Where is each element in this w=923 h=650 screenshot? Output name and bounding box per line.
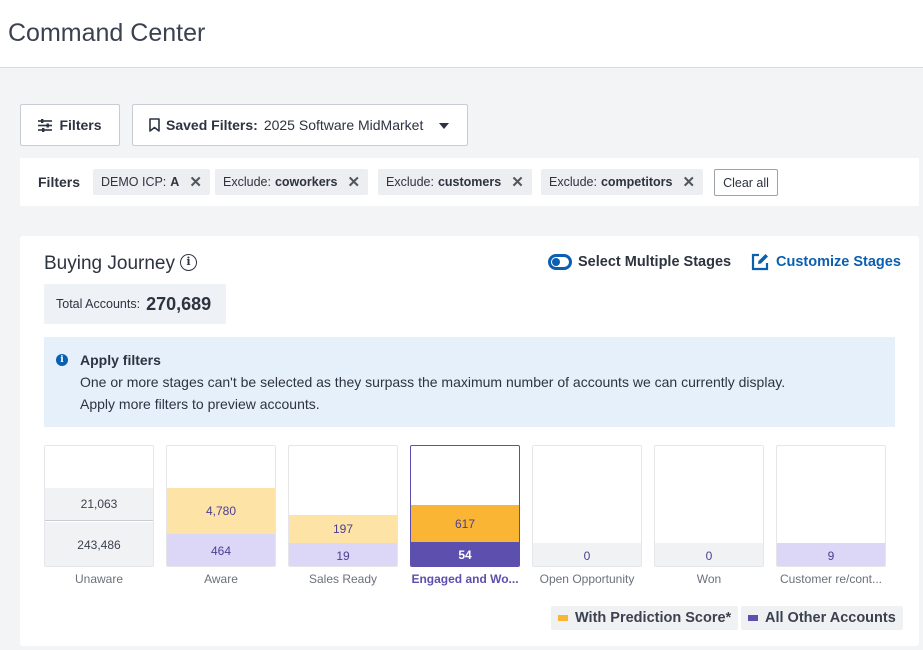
legend-prediction-score: With Prediction Score* bbox=[551, 606, 739, 630]
edit-icon[interactable] bbox=[750, 252, 770, 272]
close-icon[interactable]: ✕ bbox=[682, 173, 696, 191]
chip-value: coworkers bbox=[274, 175, 338, 189]
top-bar: Command Center bbox=[0, 0, 923, 68]
select-multiple-toggle[interactable] bbox=[548, 254, 572, 270]
legend-label: With Prediction Score* bbox=[575, 610, 732, 626]
legend-label: All Other Accounts bbox=[765, 610, 896, 626]
chevron-down-icon bbox=[439, 123, 449, 129]
info-icon: i bbox=[56, 354, 68, 366]
legend-swatch bbox=[558, 615, 568, 621]
close-icon[interactable]: ✕ bbox=[189, 173, 202, 191]
apply-filters-alert: i Apply filters One or more stages can't… bbox=[44, 337, 895, 427]
stage-other-count: 19 bbox=[289, 543, 397, 566]
chip-prefix: Exclude: bbox=[549, 175, 597, 189]
filters-button-label: Filters bbox=[59, 117, 102, 133]
stage-other-count: 54 bbox=[411, 542, 519, 566]
stage-label: Customer re/cont... bbox=[779, 572, 883, 586]
stage-label: Open Opportunity bbox=[539, 572, 635, 586]
buying-journey-card: Buying Journey i Select Multiple Stages … bbox=[20, 236, 919, 646]
filter-chip-exclude-competitors: Exclude: competitors ✕ bbox=[541, 169, 704, 195]
alert-message: One or more stages can't be selected as … bbox=[80, 374, 786, 390]
stage-label: Sales Ready bbox=[308, 572, 378, 586]
clear-all-button[interactable]: Clear all bbox=[714, 169, 778, 196]
chip-value: A bbox=[170, 175, 180, 189]
stage-sales-ready[interactable]: 197 19 bbox=[288, 445, 398, 567]
close-icon[interactable]: ✕ bbox=[511, 173, 524, 191]
stage-other-count: 464 bbox=[167, 534, 275, 566]
stage-prediction-count: 4,780 bbox=[167, 488, 275, 534]
stage-unaware[interactable]: 21,063 243,486 bbox=[44, 445, 154, 567]
filter-chip-exclude-coworkers: Exclude: coworkers ✕ bbox=[215, 169, 369, 195]
filter-chip-exclude-customers: Exclude: customers ✕ bbox=[378, 169, 532, 195]
stage-other-count: 0 bbox=[655, 543, 763, 566]
filter-chip-demo-icp: DEMO ICP: A ✕ bbox=[93, 169, 210, 195]
stage-label: Engaged and Wo... bbox=[411, 572, 519, 586]
alert-title: Apply filters bbox=[80, 352, 161, 368]
legend-other-accounts: All Other Accounts bbox=[741, 606, 903, 630]
stage-open-opportunity[interactable]: 0 bbox=[532, 445, 642, 567]
total-accounts-value: 270,689 bbox=[146, 293, 212, 314]
stage-prediction-count: 617 bbox=[411, 505, 519, 542]
saved-filters-value: 2025 Software MidMarket bbox=[263, 117, 424, 133]
total-accounts-box: Total Accounts: 270,689 bbox=[44, 284, 226, 324]
page-title: Command Center bbox=[8, 19, 206, 47]
alert-message: Apply more filters to preview accounts. bbox=[80, 396, 320, 412]
stage-other-count: 0 bbox=[533, 543, 641, 566]
stage-other-count: 9 bbox=[777, 543, 885, 566]
info-icon[interactable]: i bbox=[180, 254, 197, 271]
filters-button[interactable]: Filters bbox=[20, 104, 120, 146]
stage-won[interactable]: 0 bbox=[654, 445, 764, 567]
stage-label: Won bbox=[696, 572, 722, 586]
stage-label: Unaware bbox=[74, 572, 124, 586]
stage-label: Aware bbox=[204, 572, 238, 586]
legend-swatch bbox=[748, 615, 758, 621]
active-filters-bar: Filters DEMO ICP: A ✕ Exclude: coworkers… bbox=[20, 158, 919, 206]
chip-prefix: Exclude: bbox=[386, 175, 434, 189]
close-icon[interactable]: ✕ bbox=[347, 173, 361, 191]
stage-other-count: 243,486 bbox=[45, 522, 153, 566]
stage-aware[interactable]: 4,780 464 bbox=[166, 445, 276, 567]
stage-customer[interactable]: 9 bbox=[776, 445, 886, 567]
customize-stages-link[interactable]: Customize Stages bbox=[776, 254, 901, 270]
sliders-icon bbox=[38, 118, 53, 132]
stage-prediction-count: 197 bbox=[289, 515, 397, 543]
active-filters-label: Filters bbox=[38, 174, 81, 190]
buying-journey-title: Buying Journey bbox=[44, 253, 175, 274]
chip-value: competitors bbox=[600, 175, 673, 189]
chip-value: customers bbox=[437, 175, 502, 189]
stage-engaged[interactable]: 617 54 bbox=[410, 445, 520, 567]
saved-filters-dropdown[interactable]: Saved Filters: 2025 Software MidMarket bbox=[132, 104, 468, 146]
bookmark-icon bbox=[149, 118, 160, 132]
saved-filters-label: Saved Filters: bbox=[166, 117, 258, 133]
chip-prefix: DEMO ICP: bbox=[101, 175, 167, 189]
select-multiple-label: Select Multiple Stages bbox=[578, 254, 732, 270]
stage-prediction-count: 21,063 bbox=[45, 488, 153, 521]
total-accounts-label: Total Accounts: bbox=[56, 297, 141, 311]
chip-prefix: Exclude: bbox=[223, 175, 271, 189]
